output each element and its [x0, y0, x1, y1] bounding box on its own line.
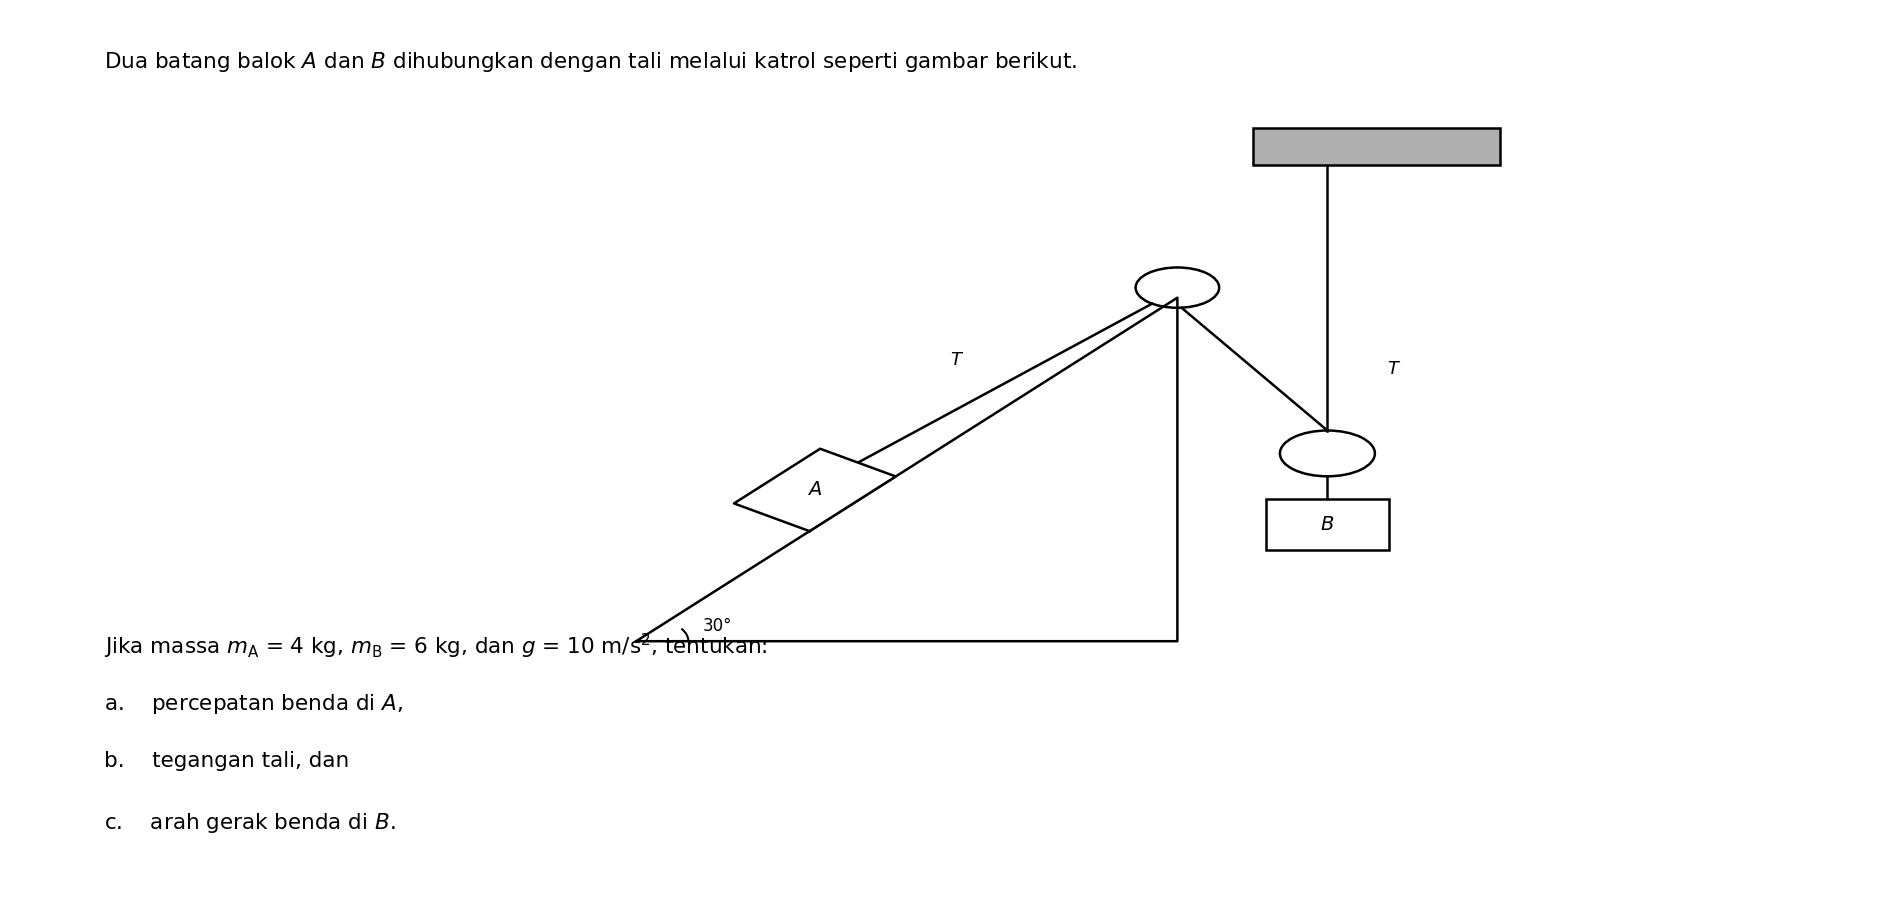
Text: Dua batang balok $\mathit{A}$ dan $\mathit{B}$ dihubungkan dengan tali melalui k: Dua batang balok $\mathit{A}$ dan $\math… — [104, 50, 1076, 74]
Text: $B$: $B$ — [1319, 515, 1334, 534]
Bar — [1266, 499, 1389, 550]
Text: $A$: $A$ — [807, 481, 822, 499]
Text: 30°: 30° — [702, 616, 733, 635]
Text: c.    arah gerak benda di $\mathit{B}$.: c. arah gerak benda di $\mathit{B}$. — [104, 811, 397, 834]
Polygon shape — [735, 449, 896, 531]
Text: a.    percepatan benda di $\mathit{A}$,: a. percepatan benda di $\mathit{A}$, — [104, 692, 402, 715]
Text: $T$: $T$ — [951, 351, 964, 369]
Text: $T$: $T$ — [1386, 360, 1401, 378]
Text: Jika massa $m_\mathsf{A}$ = 4 kg, $m_\mathsf{B}$ = 6 kg, dan $g$ = 10 m/s$^2$, t: Jika massa $m_\mathsf{A}$ = 4 kg, $m_\ma… — [104, 632, 767, 661]
Bar — [1253, 128, 1499, 165]
Text: b.    tegangan tali, dan: b. tegangan tali, dan — [104, 751, 349, 771]
